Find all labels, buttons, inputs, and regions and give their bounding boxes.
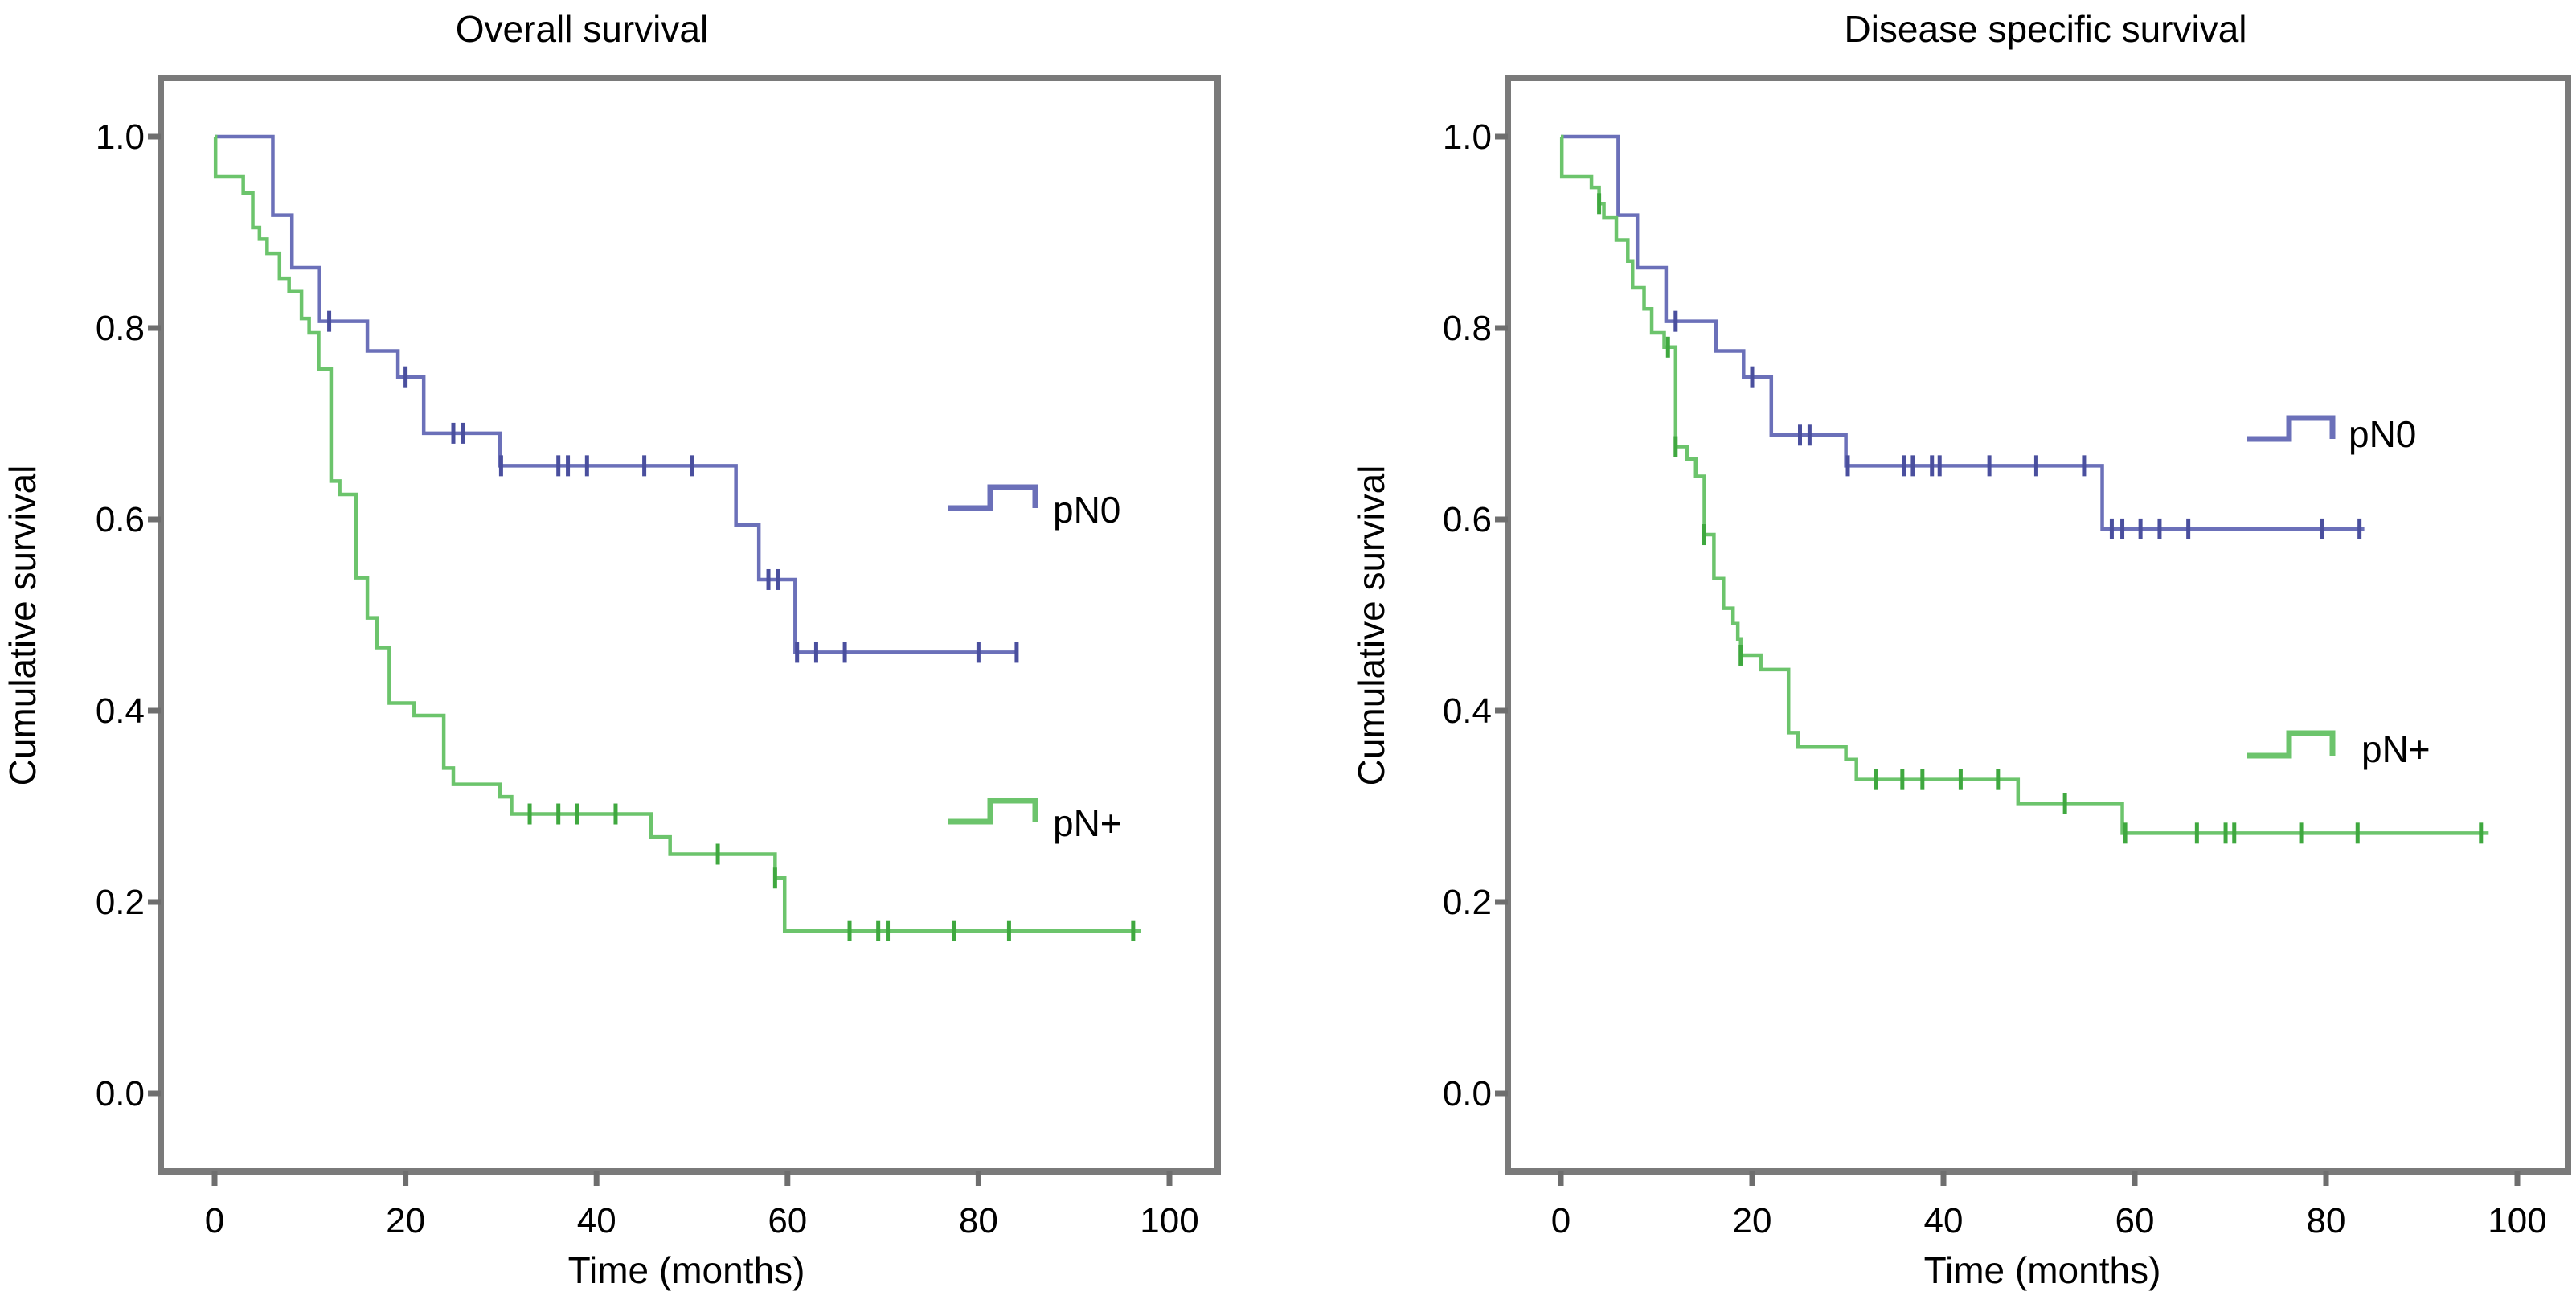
- y-tick-label: 0.8: [1443, 309, 1492, 348]
- x-tick-label: 40: [577, 1201, 616, 1240]
- legend-swatch-pNplus: [948, 798, 1038, 825]
- y-tick-label: 0.4: [96, 691, 145, 731]
- x-tick-label: 60: [768, 1201, 807, 1240]
- x-tick-label: 60: [2115, 1201, 2155, 1240]
- y-tick-label: 0.0: [96, 1074, 145, 1113]
- y-tick-label: 1.0: [96, 117, 145, 157]
- survival-curve-pN0: [1561, 134, 2365, 531]
- survival-curves: [213, 134, 1141, 941]
- legend: pN0 pN+: [948, 484, 1122, 844]
- chart-title: Overall survival: [456, 8, 708, 50]
- y-tick-label: 0.0: [1443, 1074, 1492, 1113]
- panel-disease-specific-survival: Disease specific survival 0.00.20.40.60.…: [1350, 8, 2571, 1291]
- survival-curve-pNplus: [213, 134, 1141, 933]
- y-axis-label: Cumulative survival: [1350, 465, 1392, 786]
- y-axis: 0.0 0.2 0.4 0.6 0.8 1.0: [1443, 117, 1508, 1113]
- legend-label-pNplus: pN+: [1053, 802, 1122, 844]
- survival-curves: [1559, 134, 2489, 844]
- legend-label-pNplus: pN+: [2361, 728, 2431, 770]
- legend: pN0 pN+: [2247, 413, 2431, 770]
- legend-item-pNplus: pN+: [948, 798, 1122, 844]
- plot-frame: [1505, 75, 2571, 1175]
- x-axis-label: Time (months): [568, 1249, 805, 1291]
- y-tick-label: 0.2: [96, 883, 145, 922]
- y-axis-label: Cumulative survival: [2, 465, 43, 786]
- x-tick-label: 80: [959, 1201, 998, 1240]
- y-tick-label: 0.6: [1443, 500, 1492, 539]
- x-tick-label: 80: [2307, 1201, 2346, 1240]
- survival-curve-pNplus: [1559, 134, 2489, 835]
- x-tick-label: 40: [1924, 1201, 1964, 1240]
- legend-label-pN0: pN0: [1053, 489, 1120, 531]
- x-axis-label: Time (months): [1924, 1249, 2161, 1291]
- legend-swatch-pN0: [2247, 415, 2336, 442]
- legend-label-pN0: pN0: [2349, 413, 2416, 455]
- legend-swatch-pN0: [948, 484, 1038, 511]
- y-axis: 0.0 0.2 0.4 0.6 0.8 1.0: [96, 117, 161, 1113]
- y-tick-label: 1.0: [1443, 117, 1492, 157]
- plot-frame: [158, 75, 1221, 1175]
- y-tick-label: 0.6: [96, 500, 145, 539]
- legend-swatch-pNplus: [2247, 730, 2336, 759]
- y-tick-label: 0.4: [1443, 691, 1492, 731]
- survival-curve-pN0: [215, 134, 1017, 654]
- x-tick-label: 100: [2488, 1201, 2546, 1240]
- x-tick-label: 20: [386, 1201, 425, 1240]
- x-tick-label: 20: [1733, 1201, 1772, 1240]
- x-axis: 0 20 40 60 80 100: [1551, 1171, 2547, 1240]
- x-tick-label: 0: [205, 1201, 224, 1240]
- y-tick-label: 0.8: [96, 309, 145, 348]
- legend-item-pN0: pN0: [948, 484, 1120, 531]
- x-tick-label: 100: [1140, 1201, 1198, 1240]
- x-tick-label: 0: [1551, 1201, 1571, 1240]
- legend-item-pN0: pN0: [2247, 413, 2416, 455]
- chart-title: Disease specific survival: [1844, 8, 2246, 50]
- legend-item-pNplus: pN+: [2247, 728, 2431, 770]
- x-axis: 0 20 40 60 80 100: [205, 1171, 1199, 1240]
- y-tick-label: 0.2: [1443, 883, 1492, 922]
- panel-overall-survival: Overall survival 0.0 0.2 0.4 0.6 0.8 1.0 0 20 4…: [2, 8, 1221, 1291]
